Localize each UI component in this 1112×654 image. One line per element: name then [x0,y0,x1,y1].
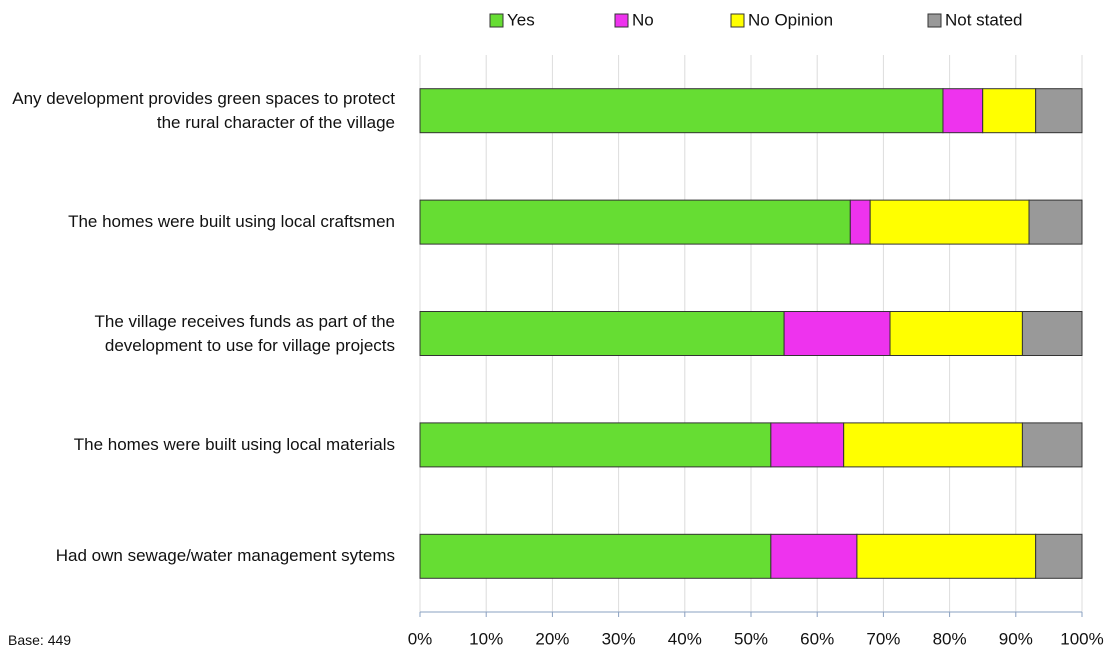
category-label: The homes were built using local craftsm… [68,212,395,232]
x-tick-label: 60% [800,629,834,648]
bar-segment [1021,311,1083,356]
bar-segment [1035,533,1083,579]
bar-segment [419,422,772,468]
bar-segment [843,422,1023,468]
bar-segment [770,533,858,579]
bar-segment [856,533,1037,579]
bar-segment [849,199,871,245]
x-tick-label: 0% [408,629,433,648]
legend-label: No [632,10,654,29]
bar-segment [942,88,984,134]
category-label: Had own sewage/water management sytems [55,546,395,566]
bar-segment [783,311,891,356]
x-tick-label: 50% [734,629,768,648]
legend-swatch [614,13,629,28]
x-tick-label: 20% [535,629,569,648]
x-tick-label: 70% [866,629,900,648]
legend-swatch [927,13,942,28]
x-tick-label: 30% [602,629,636,648]
x-tick-label: 40% [668,629,702,648]
bar-segment [1035,88,1083,134]
category-label: The homes were built using local materia… [73,434,395,454]
bar-segment [1028,199,1083,245]
x-tick-label: 10% [469,629,503,648]
bar-segment [869,199,1030,245]
bar-segment [419,199,851,245]
bar-segment [419,533,772,579]
bar-segment [982,88,1037,134]
x-tick-label: 100% [1060,629,1103,648]
base-note: Base: 449 [8,632,72,648]
x-tick-label: 90% [999,629,1033,648]
category-label: Any development provides green spaces to… [12,88,395,132]
bar-segment [419,88,944,134]
bar-segment [770,422,845,468]
bar-segment [889,311,1023,356]
category-label: The village receives funds as part of th… [94,311,396,355]
legend-swatch [489,13,504,28]
legend-label: Yes [507,10,535,29]
legend-label: Not stated [945,10,1023,29]
legend-label: No Opinion [748,10,833,29]
legend-swatch [730,13,745,28]
bar-segment [419,311,785,356]
bar-segment [1021,422,1083,468]
x-tick-label: 80% [933,629,967,648]
